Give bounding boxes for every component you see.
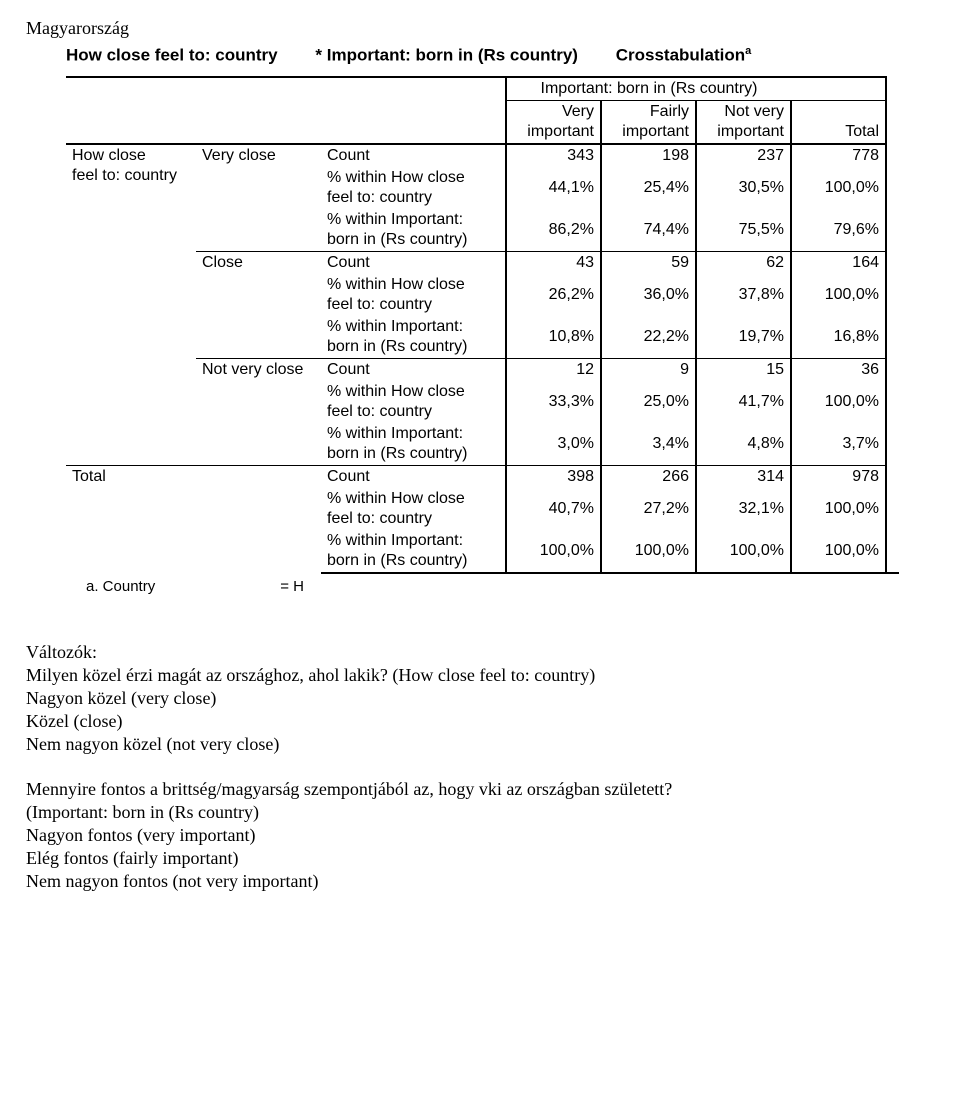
cell: 314	[696, 465, 791, 488]
cell: 75,5%	[696, 209, 791, 252]
cell: 30,5%	[696, 167, 791, 209]
measure-label: Count	[321, 465, 506, 488]
cell: 79,6%	[791, 209, 886, 252]
crosstab-table: Important: born in (Rs country) Veryimpo…	[66, 76, 899, 574]
measure-label: % within How closefeel to: country	[321, 381, 506, 423]
row-group-label: How closefeel to: country	[66, 144, 196, 466]
cell: 27,2%	[601, 488, 696, 530]
cell: 3,4%	[601, 423, 696, 466]
cell: 36	[791, 358, 886, 381]
cell: 26,2%	[506, 274, 601, 316]
cell: 3,7%	[791, 423, 886, 466]
cell: 9	[601, 358, 696, 381]
measure-label: % within How closefeel to: country	[321, 167, 506, 209]
cell: 59	[601, 251, 696, 274]
row-category: Not very close	[196, 358, 321, 465]
col-header: Not veryimportant	[696, 100, 791, 144]
cell: 100,0%	[791, 488, 886, 530]
cell: 343	[506, 144, 601, 167]
cell: 198	[601, 144, 696, 167]
col-header: Veryimportant	[506, 100, 601, 144]
cell: 778	[791, 144, 886, 167]
cell: 3,0%	[506, 423, 601, 466]
row-category: Close	[196, 251, 321, 358]
cell: 25,4%	[601, 167, 696, 209]
cell: 164	[791, 251, 886, 274]
answer-option: Nagyon közel (very close)	[26, 687, 934, 710]
measure-label: % within How closefeel to: country	[321, 274, 506, 316]
question-text: Milyen közel érzi magát az országhoz, ah…	[26, 664, 934, 687]
cell: 19,7%	[696, 316, 791, 359]
col-group-header: Important: born in (Rs country)	[506, 77, 791, 101]
answer-option: Nem nagyon közel (not very close)	[26, 733, 934, 756]
measure-label: % within Important:born in (Rs country)	[321, 423, 506, 466]
cell: 41,7%	[696, 381, 791, 423]
cell: 100,0%	[791, 381, 886, 423]
table-row: Important: born in (Rs country)	[66, 77, 899, 101]
cell: 40,7%	[506, 488, 601, 530]
measure-label: % within How closefeel to: country	[321, 488, 506, 530]
cell: 100,0%	[791, 167, 886, 209]
answer-option: Elég fontos (fairly important)	[26, 847, 934, 870]
variables-section: Változók: Milyen közel érzi magát az ors…	[26, 641, 934, 893]
row-category: Very close	[196, 144, 321, 252]
answer-option: Nem nagyon fontos (not very important)	[26, 870, 934, 893]
question-text: Mennyire fontos a brittség/magyarság sze…	[26, 778, 934, 801]
cell: 12	[506, 358, 601, 381]
cell: 37,8%	[696, 274, 791, 316]
cell: 237	[696, 144, 791, 167]
cell: 25,0%	[601, 381, 696, 423]
page-country-heading: Magyarország	[26, 18, 934, 39]
cell: 4,8%	[696, 423, 791, 466]
cell: 74,4%	[601, 209, 696, 252]
cell: 22,2%	[601, 316, 696, 359]
cell: 100,0%	[791, 530, 886, 573]
table-row: Total Count 398 266 314 978	[66, 465, 899, 488]
crosstab-title-sup: a	[745, 45, 751, 57]
cell: 16,8%	[791, 316, 886, 359]
cell: 44,1%	[506, 167, 601, 209]
col-header: Fairlyimportant	[601, 100, 696, 144]
measure-label: % within Important:born in (Rs country)	[321, 316, 506, 359]
table-row: Veryimportant Fairlyimportant Not veryim…	[66, 100, 899, 144]
measure-label: Count	[321, 358, 506, 381]
col-header-total: Total	[791, 100, 886, 144]
cell: 86,2%	[506, 209, 601, 252]
cell: 100,0%	[506, 530, 601, 573]
cell: 266	[601, 465, 696, 488]
cell: 100,0%	[696, 530, 791, 573]
crosstab-title: How close feel to: country * Important: …	[66, 45, 934, 66]
row-total-label: Total	[66, 465, 321, 573]
cell: 10,8%	[506, 316, 601, 359]
crosstab-title-mid: * Important: born in (Rs country)	[315, 46, 578, 65]
answer-option: Közel (close)	[26, 710, 934, 733]
cell: 36,0%	[601, 274, 696, 316]
cell: 978	[791, 465, 886, 488]
table-footnote: a. Country = H	[86, 578, 934, 595]
measure-label: % within Important:born in (Rs country)	[321, 209, 506, 252]
crosstab-title-right: Crosstabulation	[616, 46, 745, 65]
cell: 33,3%	[506, 381, 601, 423]
measure-label: % within Important:born in (Rs country)	[321, 530, 506, 573]
cell: 32,1%	[696, 488, 791, 530]
cell: 43	[506, 251, 601, 274]
question-text: (Important: born in (Rs country)	[26, 801, 934, 824]
cell: 398	[506, 465, 601, 488]
cell: 100,0%	[791, 274, 886, 316]
cell: 15	[696, 358, 791, 381]
cell: 100,0%	[601, 530, 696, 573]
answer-option: Nagyon fontos (very important)	[26, 824, 934, 847]
cell: 62	[696, 251, 791, 274]
variables-heading: Változók:	[26, 641, 934, 664]
table-row: How closefeel to: country Very close Cou…	[66, 144, 899, 167]
crosstab-title-left: How close feel to: country	[66, 46, 278, 65]
measure-label: Count	[321, 144, 506, 167]
measure-label: Count	[321, 251, 506, 274]
